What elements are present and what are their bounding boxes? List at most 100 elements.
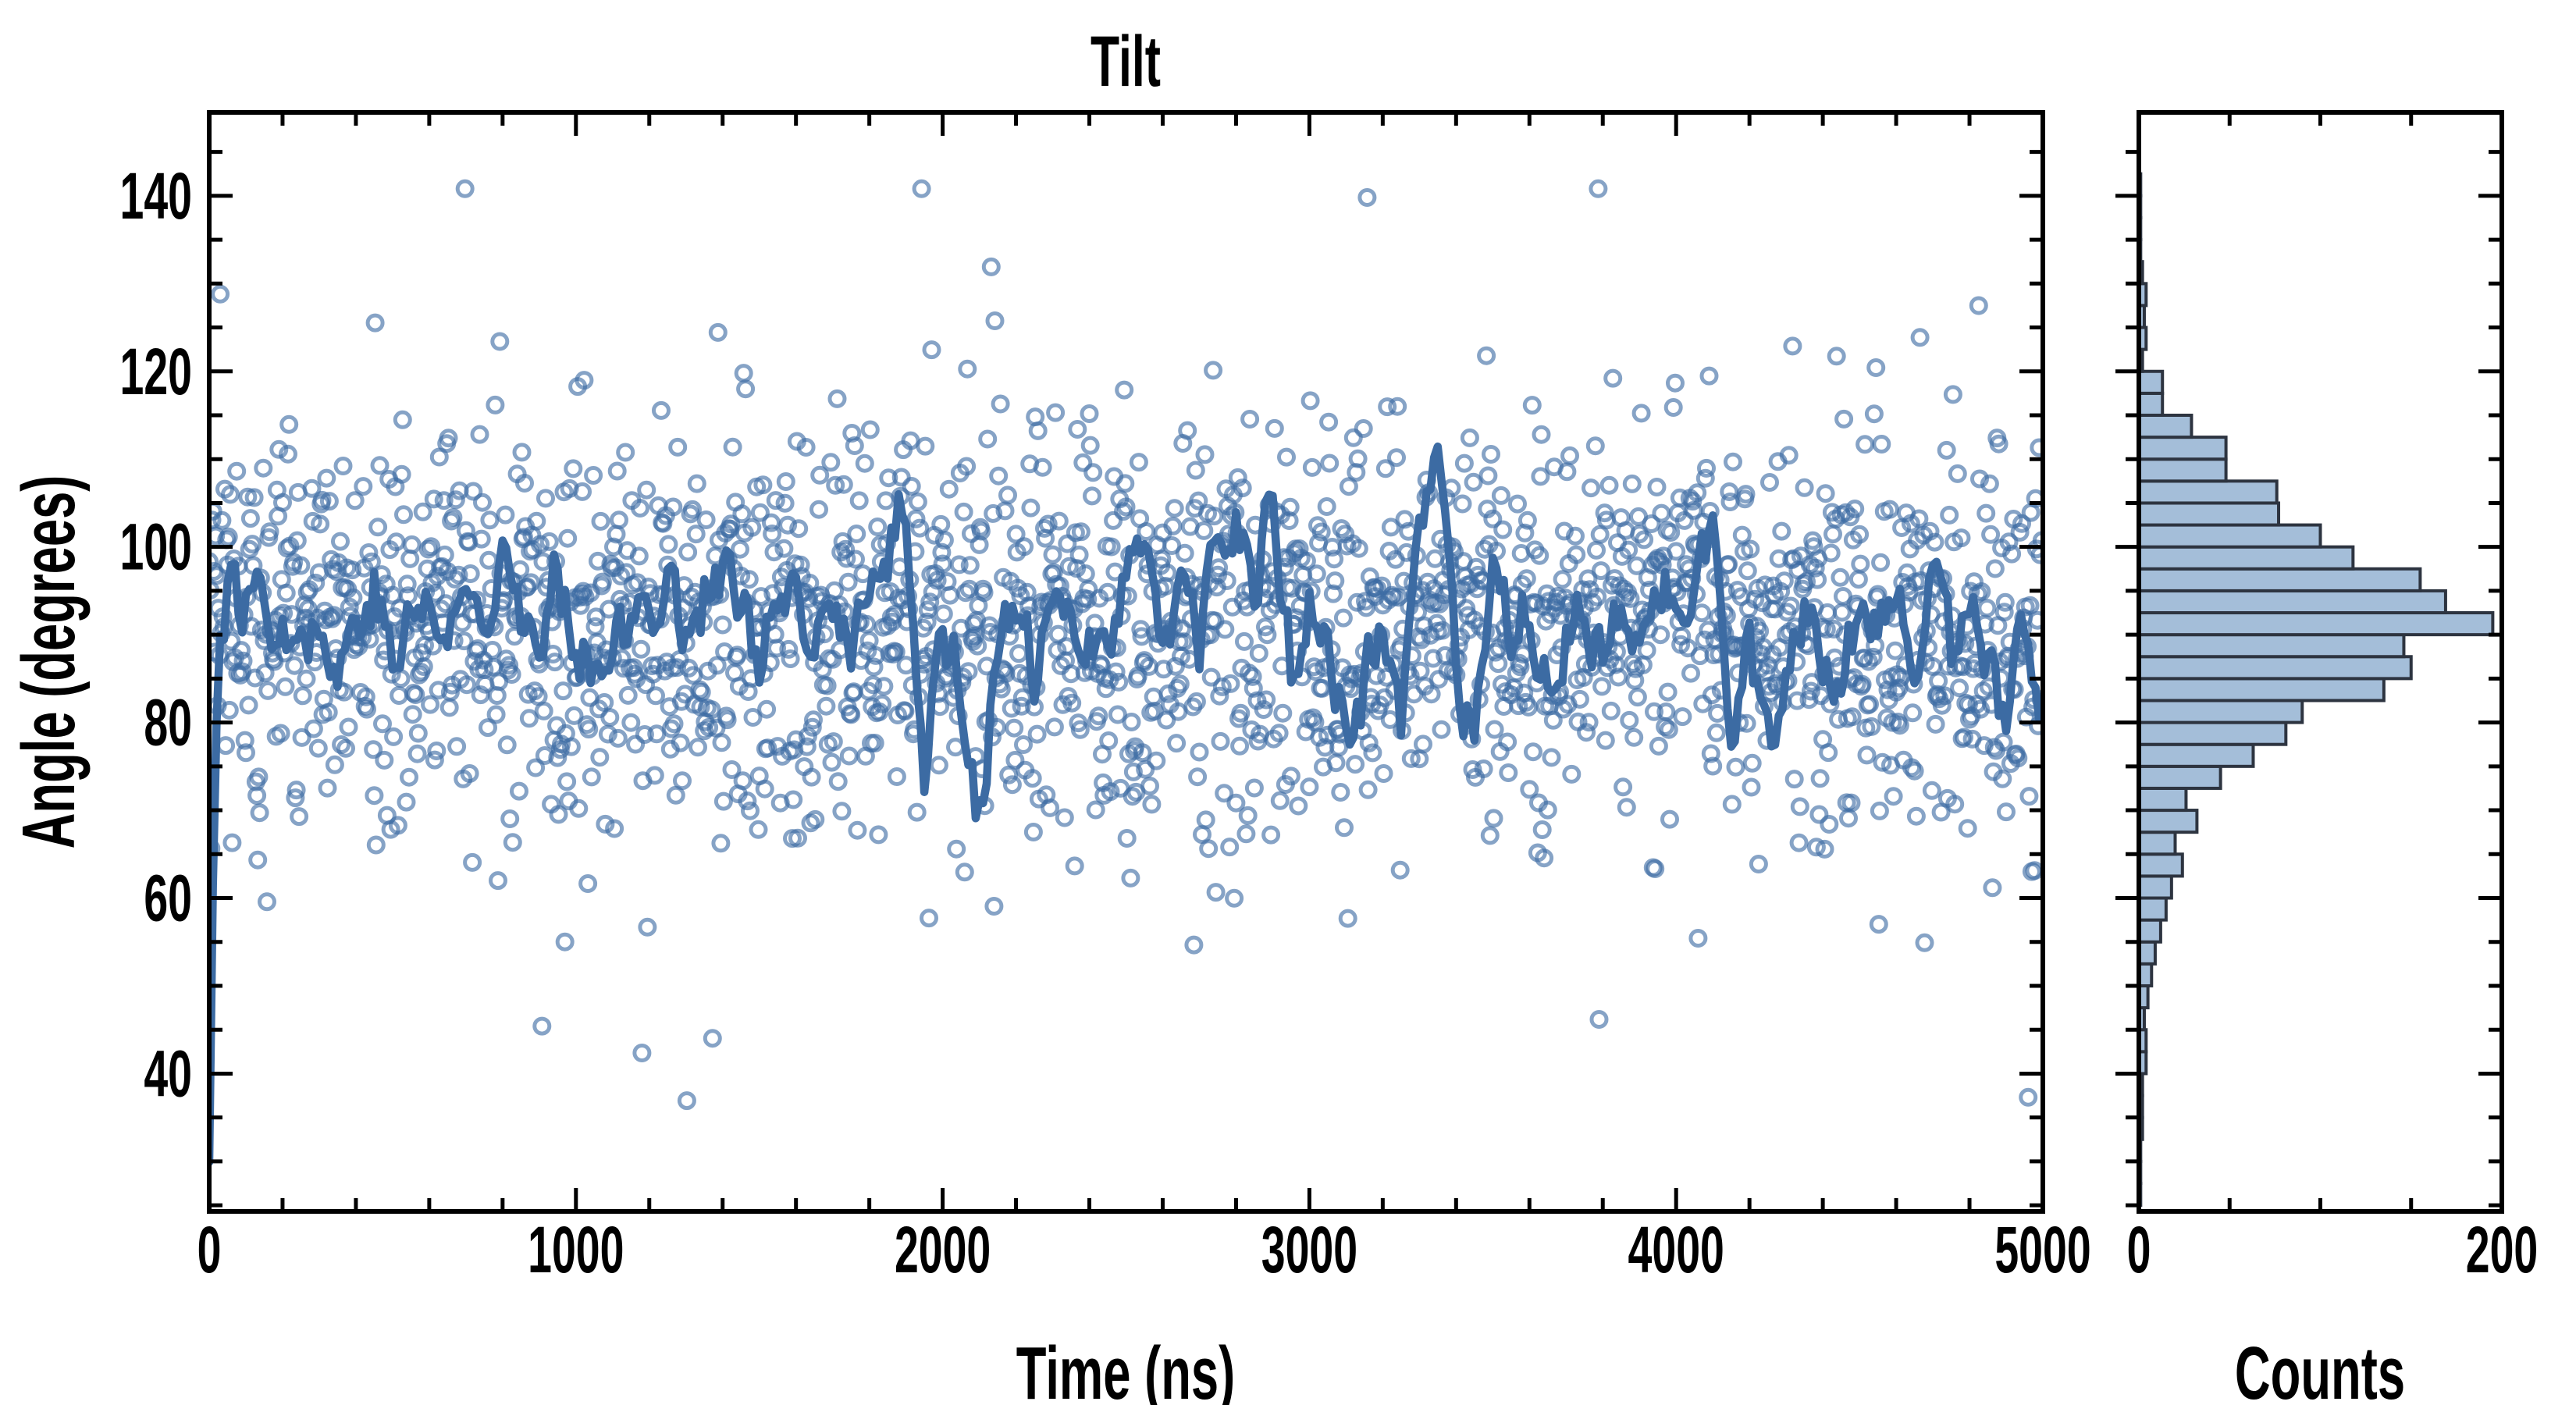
scatter-point [286,781,306,800]
scatter-point [939,479,959,499]
scatter-point [688,738,707,757]
scatter-point [1809,805,1829,824]
scatter-point [1484,809,1503,828]
scatter-point [600,708,620,727]
scatter-point [616,443,635,462]
scatter-point [393,410,412,429]
scatter-point [1935,686,1955,706]
scatter-point [1071,522,1091,542]
scatter-point [340,597,359,617]
scatter-point [1695,630,1714,649]
scatter-point [291,556,311,575]
scatter-point [879,468,898,488]
scatter-point [1724,452,1742,471]
scatter-point [1530,546,1550,565]
scatter-point [1774,571,1794,591]
scatter-point [1699,366,1719,386]
scatter-point [500,656,519,675]
scatter-point [1220,838,1240,857]
histogram-bar [2139,391,2165,417]
scatter-point [1068,420,1087,439]
scatter-point [221,485,240,504]
scatter-point [841,705,861,724]
scatter-point [1339,477,1358,496]
scatter-point [1820,815,1839,834]
scatter-point [287,531,307,550]
scatter-point [1069,545,1089,564]
scatter-point [1582,478,1600,498]
scatter-point [848,820,867,840]
scatter-point [1651,625,1670,645]
scatter-point [1254,700,1273,719]
histogram-bar [2139,523,2322,549]
x-axis-label: Time (ns) [1016,1332,1235,1405]
histogram-bar [2139,677,2386,702]
scatter-point [1137,522,1156,541]
scatter-point [1002,775,1022,795]
scatter-point [968,636,987,656]
histogram-bar [2139,436,2228,461]
scatter-point [429,447,449,467]
scatter-point [1738,561,1757,581]
scatter-point [306,573,326,592]
scatter-point [1624,727,1644,747]
scatter-point [702,700,721,720]
scatter-point [1388,397,1407,416]
scatter-point [1603,368,1623,388]
scatter-point [1997,802,2016,822]
scatter-point [237,743,255,763]
scatter-point [1085,614,1105,633]
scatter-point [1099,731,1119,750]
scatter-point [1387,448,1406,468]
scatter-point [1815,839,1834,859]
scatter-point [810,465,830,485]
scatter-point [1621,589,1640,608]
tick-label: 5000 [1994,1215,2090,1287]
scatter-point [920,909,938,928]
scatter-point [1289,796,1308,816]
scatter-point [1014,735,1033,754]
scatter-point [536,489,555,508]
scatter-point [2002,544,2022,564]
scatter-point [864,657,884,677]
scatter-point [561,737,581,756]
scatter-point [1033,457,1052,477]
scatter-point [1617,798,1636,817]
scatter-point [1706,723,1726,742]
tick-label: 0 [2127,1215,2151,1287]
scatter-point [1381,518,1400,537]
scatter-point [375,750,394,770]
scatter-point [1258,625,1277,645]
scatter-point [1925,532,1944,552]
scatter-point [521,573,541,592]
tick-label: 140 [120,160,192,233]
scatter-point [1331,783,1350,802]
histogram-bar [2139,720,2288,746]
scatter-point [345,491,365,510]
scatter-point [1009,644,1029,663]
scatter-point [1012,696,1031,716]
scatter-point [1109,672,1129,692]
scatter-point [1795,478,1814,497]
scatter-point [1281,767,1300,786]
scatter-point [358,699,376,719]
scatter-point [1236,824,1256,844]
scatter-point [1873,752,1892,772]
scatter-point [1374,764,1393,783]
scatter-point [1211,731,1230,751]
scatter-point [427,742,447,760]
scatter-point [802,767,821,787]
scatter-point [809,500,828,519]
scatter-point [1976,503,1996,523]
scatter-point [733,771,753,791]
scatter-point [2028,610,2043,630]
histogram-bars [2139,172,2495,1208]
scatter-point [449,565,468,585]
scatter-point [318,702,338,722]
scatter-point [1343,428,1363,447]
scatter-point [336,738,355,758]
scatter-point [470,425,489,444]
scatter-point [276,583,296,603]
scatter-point [927,571,947,590]
